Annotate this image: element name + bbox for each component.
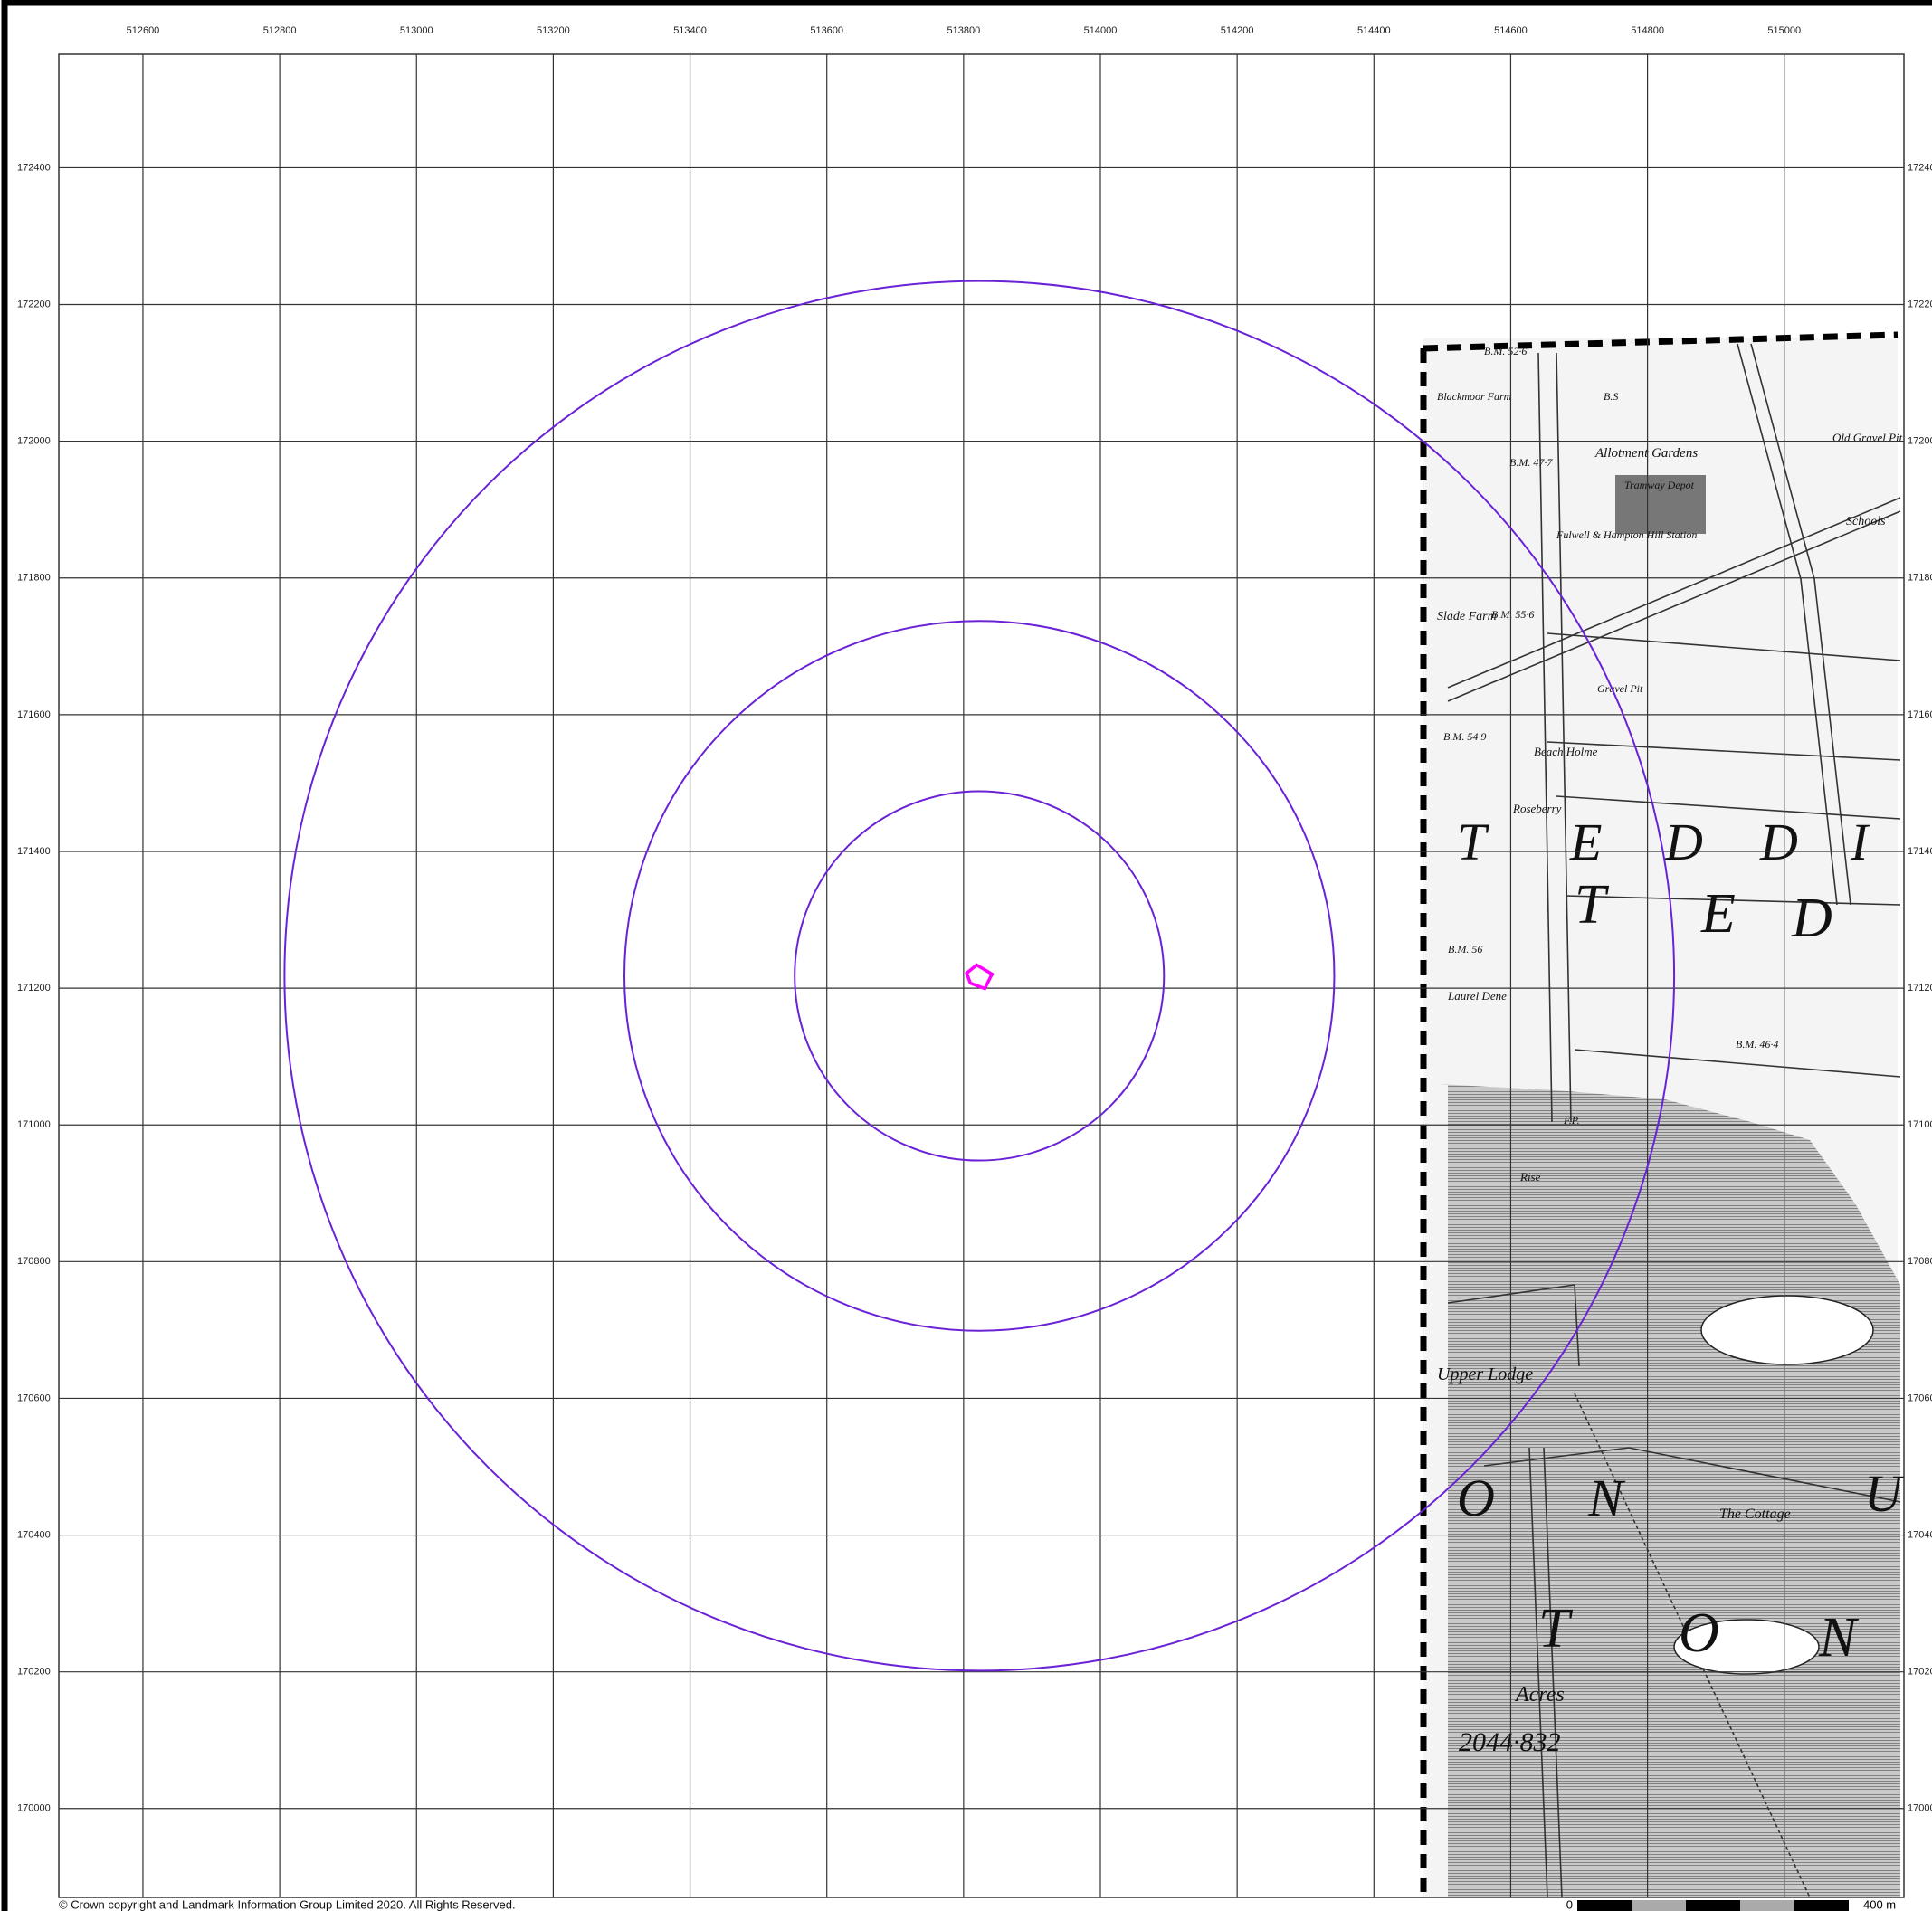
historic-label: N [1818,1607,1860,1669]
historic-label: B.M. 55·6 [1491,608,1534,621]
y-tick-label: 171600 [17,709,51,720]
historic-label: Beach Holme [1534,745,1598,758]
historic-label: Acres [1514,1683,1565,1707]
scale-segment [1577,1900,1632,1911]
historic-label: D [1664,813,1703,871]
historic-label: Allotment Gardens [1594,446,1698,461]
x-tick-label: 513200 [537,25,570,36]
y-tick-label: 170400 [1908,1529,1932,1540]
x-tick-label: 514200 [1221,25,1254,36]
y-tick-label: 171000 [17,1119,51,1130]
x-tick-label: 514800 [1631,25,1664,36]
y-tick-label: 171400 [17,846,51,857]
historic-label: B.S [1604,390,1618,403]
y-tick-label: 170400 [17,1529,51,1540]
historic-label: The Cottage [1719,1507,1791,1522]
historic-label: Slade Farm [1437,610,1497,623]
historic-label: Gravel Pit [1597,682,1643,695]
historic-label: T [1457,813,1489,871]
x-tick-label: 514000 [1084,25,1118,36]
historic-label: I [1850,813,1870,871]
y-tick-label: 170200 [1908,1667,1932,1678]
x-tick-label: 513400 [673,25,707,36]
historic-label: Roseberry [1512,802,1562,815]
x-tick-label: 512800 [263,25,297,36]
historic-label: B.M. 56 [1448,943,1482,956]
historic-label: Blackmoor Farm [1437,390,1512,403]
historic-label: B.M. 52·6 [1484,345,1527,357]
page: {"map_data": { "xticks": [512600, 512800… [0,0,1932,1911]
historic-label: T [1538,1598,1574,1659]
historic-map-tile: B.M. 52·6 Blackmoor Farm B.S Allotment Gard… [1423,335,1906,1897]
x-tick-label: 515000 [1767,25,1801,36]
y-tick-label: 172000 [1908,436,1932,447]
historic-label: Upper Lodge [1437,1364,1533,1384]
historic-label: D [1791,888,1832,949]
x-tick-label: 513800 [947,25,980,36]
historic-label: Fulwell & Hampton Hill Station [1556,528,1697,541]
scale-segment [1794,1900,1849,1911]
y-tick-label: 172000 [17,436,51,447]
y-tick-label: 170800 [17,1256,51,1267]
y-tick-label: 170600 [17,1393,51,1403]
y-tick-label: 171600 [1908,709,1932,720]
y-tick-label: 172200 [17,299,51,309]
y-tick-label: 170200 [17,1667,51,1678]
historic-label: U [1864,1464,1906,1523]
historic-label: Old Gravel Pit [1832,431,1903,444]
y-tick-label: 172400 [17,162,51,173]
y-tick-label: 171200 [17,983,51,994]
historic-label: Schools [1846,515,1886,528]
historic-label: Tramway Depot [1624,479,1695,491]
y-tick-label: 171000 [1908,1119,1932,1130]
historic-label: B.M. 46·4 [1736,1038,1778,1051]
historic-label: O [1457,1469,1495,1527]
scale-segment [1632,1900,1686,1911]
y-tick-label: 171200 [1908,983,1932,994]
x-tick-label: 513000 [400,25,433,36]
historic-label: B.M. 54·9 [1443,730,1486,743]
y-tick-label: 172200 [1908,299,1932,309]
historic-label: O [1679,1602,1719,1664]
historic-label: D [1759,813,1798,871]
x-tick-label: 514600 [1494,25,1528,36]
x-tick-label: 514400 [1357,25,1391,36]
historic-label: E [1700,883,1736,945]
y-tick-label: 171400 [1908,846,1932,857]
historic-label: Rise [1519,1170,1541,1184]
x-tick-label: 513600 [810,25,843,36]
plantation [1701,1296,1873,1364]
historic-label: 2044·832 [1459,1727,1561,1757]
scale-end: 400 m [1863,1897,1896,1911]
historic-label: N [1587,1469,1626,1527]
y-tick-label: 170600 [1908,1393,1932,1403]
historic-label: B.M. 47·7 [1509,456,1553,469]
x-tick-label: 512600 [127,25,160,36]
historic-label: E [1569,813,1602,871]
map: B.M. 52·6 Blackmoor Farm B.S Allotment Gard… [0,0,1932,1911]
y-tick-label: 170000 [17,1803,51,1814]
historic-label: T [1575,874,1610,936]
y-tick-label: 170800 [1908,1256,1932,1267]
scale-start: 0 [1566,1897,1573,1911]
copyright: © Crown copyright and Landmark Informati… [59,1897,516,1911]
historic-label: Laurel Dene [1447,989,1507,1003]
y-tick-label: 172400 [1908,162,1932,173]
y-tick-label: 171800 [1908,573,1932,584]
scale-segment [1740,1900,1794,1911]
scale-segment [1686,1900,1740,1911]
y-tick-label: 170000 [1908,1803,1932,1814]
historic-tile-park [1439,1084,1900,1897]
y-tick-label: 171800 [17,573,51,584]
